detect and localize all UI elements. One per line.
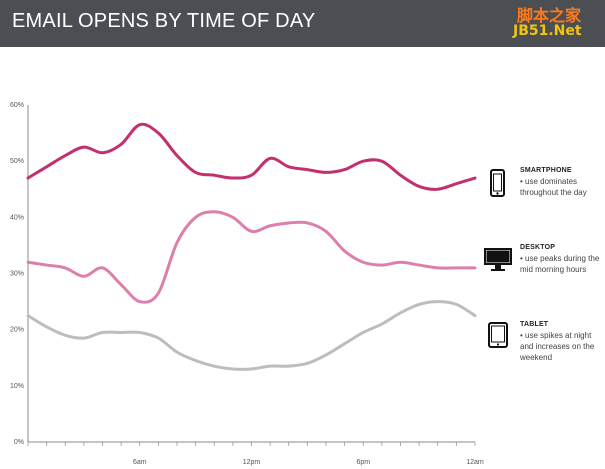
- watermark-line2: JB51.Net: [513, 23, 582, 39]
- y-tick-label: 20%: [10, 327, 24, 334]
- series-line-tablet: [26, 300, 477, 371]
- x-tick-label: 12am: [466, 459, 484, 466]
- chart-title: EMAIL OPENS BY TIME OF DAY: [12, 10, 316, 32]
- y-tick-label: 50%: [10, 158, 24, 165]
- chart-header: EMAIL OPENS BY TIME OF DAY 脚本之家 JB51.Net: [0, 0, 605, 47]
- tablet-icon: [480, 321, 516, 357]
- legend-description: • use peaks during the mid morning hours: [520, 254, 600, 274]
- x-tick-label: 6am: [133, 459, 147, 466]
- desktop-icon: [480, 244, 516, 280]
- legend-title: SMARTPHONE: [520, 167, 572, 174]
- watermark-logo: 脚本之家 JB51.Net: [507, 2, 599, 44]
- series-line-desktop: [26, 210, 477, 304]
- y-tick-label: 40%: [10, 214, 24, 221]
- watermark-line1: 脚本之家: [517, 6, 582, 25]
- legend-title: TABLET: [520, 321, 549, 328]
- x-tick-label: 12pm: [243, 459, 261, 466]
- y-tick-label: 30%: [10, 271, 24, 278]
- legend-description: • use spikes at night and increases on t…: [520, 331, 595, 362]
- smartphone-icon: [480, 167, 516, 203]
- y-tick-label: 10%: [10, 383, 24, 390]
- legend-title: DESKTOP: [520, 244, 556, 251]
- y-tick-label: 0%: [14, 439, 24, 446]
- legend-description: • use dominates throughout the day: [520, 177, 587, 197]
- y-tick-label: 60%: [10, 102, 24, 109]
- series-line-smartphone: [26, 122, 477, 191]
- x-tick-label: 6pm: [356, 459, 370, 466]
